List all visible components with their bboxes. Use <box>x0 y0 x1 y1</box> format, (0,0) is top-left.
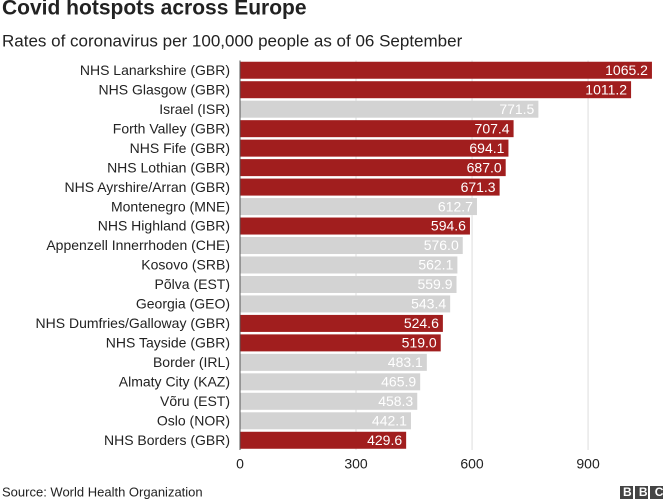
bar <box>240 295 451 313</box>
value-label: 519.0 <box>402 335 437 351</box>
y-tick-label: NHS Borders (GBR) <box>104 432 230 448</box>
value-label: 1065.2 <box>605 62 648 78</box>
logo-text: BBC <box>623 485 666 499</box>
bar <box>240 198 477 216</box>
value-label: 707.4 <box>475 120 510 136</box>
y-tick-label: NHS Tayside (GBR) <box>106 335 230 351</box>
value-label: 465.9 <box>381 374 416 390</box>
y-tick-label: Forth Valley (GBR) <box>113 120 230 136</box>
chart-subtitle: Rates of coronavirus per 100,000 people … <box>2 31 463 50</box>
bar <box>240 275 457 293</box>
value-label: 687.0 <box>467 159 502 175</box>
y-tick-label: Georgia (GEO) <box>136 296 230 312</box>
y-tick-label: Israel (ISR) <box>159 101 230 117</box>
y-tick-label: NHS Glasgow (GBR) <box>99 81 230 97</box>
bar <box>240 178 500 196</box>
bar <box>240 217 470 235</box>
bar <box>240 100 539 118</box>
value-label: 612.7 <box>438 198 473 214</box>
y-tick-label: NHS Lanarkshire (GBR) <box>80 62 230 78</box>
bar <box>240 314 443 332</box>
value-label: 559.9 <box>417 276 452 292</box>
y-tick-label: Oslo (NOR) <box>157 412 230 428</box>
value-label: 483.1 <box>388 354 423 370</box>
bar <box>240 392 418 410</box>
bar <box>240 159 506 177</box>
y-tick-label: NHS Lothian (GBR) <box>107 159 230 175</box>
x-tick-label: 0 <box>236 456 244 472</box>
y-tick-label: NHS Dumfries/Galloway (GBR) <box>36 315 230 331</box>
bar <box>240 431 407 449</box>
bar <box>240 139 509 157</box>
bar <box>240 373 421 391</box>
value-label: 562.1 <box>418 257 453 273</box>
value-label: 442.1 <box>372 412 407 428</box>
logo: BBC <box>620 485 666 499</box>
y-tick-label: Kosovo (SRB) <box>141 257 230 273</box>
bar <box>240 412 411 430</box>
bar <box>240 334 441 352</box>
bar <box>240 256 458 274</box>
y-tick-label: Montenegro (MNE) <box>111 198 230 214</box>
chart-title: Covid hotspots across Europe <box>2 0 307 20</box>
y-tick-label: Border (IRL) <box>153 354 230 370</box>
y-tick-label: Võru (EST) <box>160 393 230 409</box>
bar <box>240 61 652 79</box>
source: Source: World Health Organization <box>2 484 203 499</box>
value-label: 543.4 <box>411 296 446 312</box>
y-tick-label: Appenzell Innerrhoden (CHE) <box>46 237 230 253</box>
value-label: 694.1 <box>469 140 504 156</box>
value-label: 458.3 <box>378 393 413 409</box>
bar <box>240 81 632 99</box>
bar <box>240 237 463 255</box>
y-tick-label: Põlva (EST) <box>155 276 230 292</box>
x-tick-label: 300 <box>344 456 368 472</box>
y-tick-label: NHS Highland (GBR) <box>98 218 230 234</box>
value-label: 576.0 <box>424 237 459 253</box>
value-label: 524.6 <box>404 315 439 331</box>
value-label: 594.6 <box>431 218 466 234</box>
x-tick-label: 900 <box>576 456 600 472</box>
bar <box>240 120 514 138</box>
y-tick-label: NHS Ayrshire/Arran (GBR) <box>65 179 230 195</box>
bar <box>240 353 427 371</box>
value-label: 671.3 <box>461 179 496 195</box>
y-tick-label: NHS Fife (GBR) <box>130 140 230 156</box>
value-label: 429.6 <box>367 432 402 448</box>
value-label: 771.5 <box>499 101 534 117</box>
value-label: 1011.2 <box>585 81 627 97</box>
x-tick-label: 600 <box>460 456 484 472</box>
y-tick-label: Almaty City (KAZ) <box>119 374 230 390</box>
